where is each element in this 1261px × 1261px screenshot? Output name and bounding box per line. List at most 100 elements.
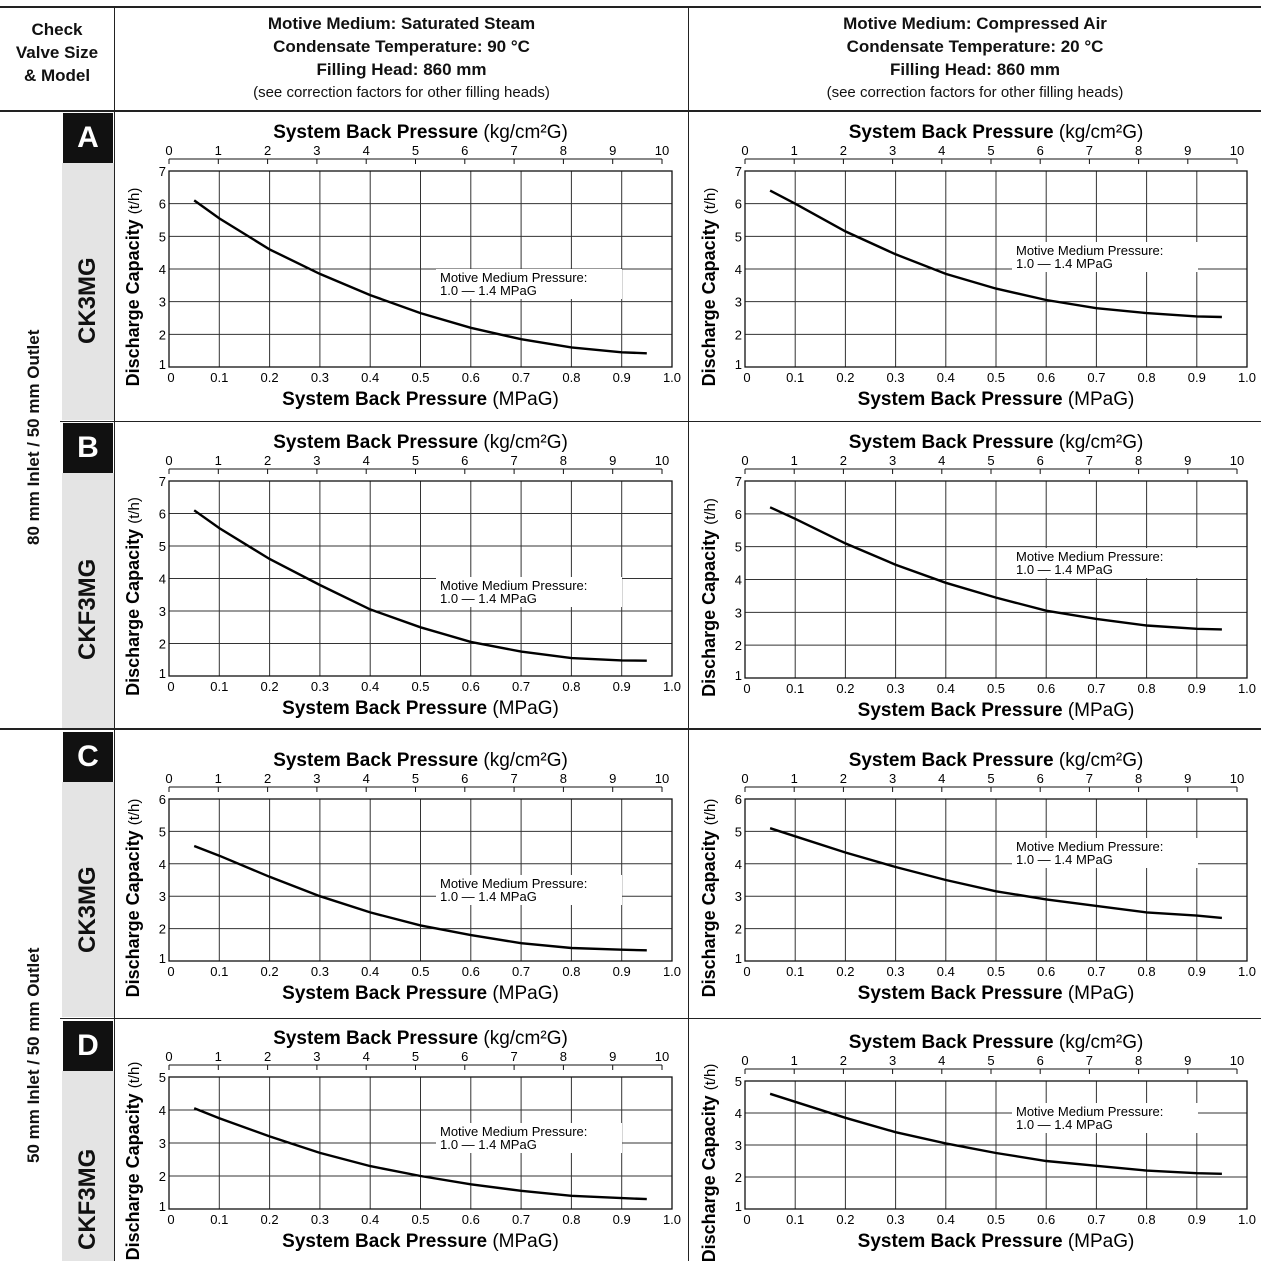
header-bottom-border xyxy=(0,110,1261,112)
A-air-plot-frame xyxy=(744,170,1248,368)
C-air-x-axis-title: System Back Pressure (MPaG) xyxy=(858,983,1135,1004)
air-header-line-2: Condensate Temperature: 20 °C xyxy=(846,37,1104,56)
C-steam-y-tick: 2 xyxy=(159,922,166,937)
D-air-x-axis-title: System Back Pressure (MPaG) xyxy=(858,1231,1135,1252)
B-air-annotation-line2: 1.0 — 1.4 MPaG xyxy=(1016,562,1113,577)
C-air-y-tick: 3 xyxy=(735,889,742,904)
A-air-top-tick: 3 xyxy=(889,143,896,158)
air-header-line-3: Filling Head: 860 mm xyxy=(889,60,1061,79)
A-air-x-tick: 0.9 xyxy=(1188,370,1206,385)
B-air-x-tick: 0.2 xyxy=(836,681,854,696)
D-steam-y-tick: 4 xyxy=(159,1103,166,1118)
air-column-header: Motive Medium: Compressed Air Condensate… xyxy=(689,12,1261,104)
D-air-top-tick: 3 xyxy=(889,1053,896,1068)
check-valve-line-2: Valve Size xyxy=(15,43,99,62)
A-steam-top-axis-title: System Back Pressure (kg/cm²G) xyxy=(273,122,568,143)
D-air-y-axis-title: Discharge Capacity (t/h) xyxy=(699,1064,719,1261)
D-air-x-tick: 0.8 xyxy=(1138,1212,1156,1227)
A-steam-top-tick: 8 xyxy=(560,143,567,158)
D-air-x-tick: 0.7 xyxy=(1087,1212,1105,1227)
A-steam-top-tick: 9 xyxy=(609,143,616,158)
C-steam-x-tick: 0.7 xyxy=(512,964,530,979)
C-steam-x-tick: 0.3 xyxy=(311,964,329,979)
C-air-x-tick: 0.7 xyxy=(1087,964,1105,979)
steam-header-line-2: Condensate Temperature: 90 °C xyxy=(273,37,530,56)
C-air-y-tick: 4 xyxy=(735,857,742,872)
B-air-top-tick: 4 xyxy=(938,453,945,468)
B-air-y-tick: 4 xyxy=(735,573,742,588)
A-air-top-tick: 1 xyxy=(791,143,798,158)
C-steam-x-tick: 0.5 xyxy=(411,964,429,979)
D-steam-plot-frame xyxy=(168,1076,673,1210)
A-air-top-tick: 5 xyxy=(987,143,994,158)
D-steam-x-tick: 0.9 xyxy=(613,1212,631,1227)
B-steam-x-tick: 0 xyxy=(167,679,174,694)
B-air-y-tick: 7 xyxy=(735,474,742,489)
D-air-y-tick: 3 xyxy=(735,1138,742,1153)
C-air-annotation-line1: Motive Medium Pressure: xyxy=(1016,839,1163,854)
D-steam-annotation-bg xyxy=(436,1123,622,1153)
A-air-top-tick: 9 xyxy=(1184,143,1191,158)
A-steam-y-tick: 3 xyxy=(159,295,166,310)
D-steam-x-tick: 0.8 xyxy=(562,1212,580,1227)
B-steam-y-axis-title: Discharge Capacity (t/h) xyxy=(123,497,143,696)
C-air-y-tick: 5 xyxy=(735,824,742,839)
B-air-x-tick: 1.0 xyxy=(1238,681,1256,696)
C-air-top-tick: 3 xyxy=(889,771,896,786)
row-d-badge: D xyxy=(63,1021,113,1071)
D-steam-x-axis-title: System Back Pressure (MPaG) xyxy=(282,1231,559,1252)
B-air-top-tick: 7 xyxy=(1086,453,1093,468)
B-steam-top-tick: 9 xyxy=(609,453,616,468)
D-air-top-tick: 7 xyxy=(1086,1053,1093,1068)
D-steam-top-tick: 0 xyxy=(165,1049,172,1064)
C-steam-top-tick: 2 xyxy=(264,771,271,786)
A-steam-x-axis-title: System Back Pressure (MPaG) xyxy=(282,389,559,410)
D-air-x-tick: 0.9 xyxy=(1188,1212,1206,1227)
C-steam-top-tick: 5 xyxy=(412,771,419,786)
D-steam-x-tick: 0.1 xyxy=(210,1212,228,1227)
C-air-x-tick: 0 xyxy=(743,964,750,979)
D-air-top-tick: 2 xyxy=(840,1053,847,1068)
B-air-y-axis-title: Discharge Capacity (t/h) xyxy=(699,498,719,697)
D-air-annotation-line2: 1.0 — 1.4 MPaG xyxy=(1016,1117,1113,1132)
B-air-top-tick: 1 xyxy=(791,453,798,468)
C-steam-curve xyxy=(193,844,647,952)
A-air-x-tick: 0.4 xyxy=(937,370,955,385)
B-air-top-tick: 0 xyxy=(741,453,748,468)
D-air-y-tick: 4 xyxy=(735,1106,742,1121)
C-air-top-tick: 2 xyxy=(840,771,847,786)
B-steam-x-tick: 1.0 xyxy=(663,679,681,694)
D-steam-y-tick: 5 xyxy=(159,1070,166,1085)
B-air-x-tick: 0.6 xyxy=(1037,681,1055,696)
row-b-gray-panel xyxy=(62,473,114,728)
B-steam-annotation-bg xyxy=(436,577,622,607)
D-air-top-axis-title: System Back Pressure (kg/cm²G) xyxy=(849,1032,1144,1053)
C-steam-y-tick: 3 xyxy=(159,889,166,904)
C-steam-top-tick: 7 xyxy=(510,771,517,786)
D-air-top-tick: 4 xyxy=(938,1053,945,1068)
C-steam-x-tick: 1.0 xyxy=(663,964,681,979)
C-air-top-tick: 6 xyxy=(1037,771,1044,786)
A-air-y-tick: 3 xyxy=(735,295,742,310)
C-air-x-tick: 0.9 xyxy=(1188,964,1206,979)
B-air-curve xyxy=(769,506,1222,631)
A-air-x-tick: 0.2 xyxy=(836,370,854,385)
air-header-note: (see correction factors for other fillin… xyxy=(826,84,1124,101)
B-steam-y-tick: 1 xyxy=(159,666,166,681)
A-air-top-axis-title: System Back Pressure (kg/cm²G) xyxy=(849,122,1144,143)
C-steam-x-tick: 0 xyxy=(167,964,174,979)
A-air-top-tick: 6 xyxy=(1037,143,1044,158)
B-air-top-tick: 3 xyxy=(889,453,896,468)
B-steam-y-tick: 5 xyxy=(159,539,166,554)
check-valve-header: Check Valve Size & Model xyxy=(0,18,114,87)
D-air-y-tick: 2 xyxy=(735,1170,742,1185)
B-steam-plot-frame xyxy=(168,480,673,677)
row-c-badge: C xyxy=(63,732,113,782)
A-air-x-tick: 0.6 xyxy=(1037,370,1055,385)
A-steam-y-tick: 6 xyxy=(159,197,166,212)
A-steam-x-tick: 0.8 xyxy=(562,370,580,385)
D-air-x-tick: 0.6 xyxy=(1037,1212,1055,1227)
A-steam-x-tick: 0.5 xyxy=(411,370,429,385)
D-steam-y-tick: 2 xyxy=(159,1169,166,1184)
C-steam-y-tick: 4 xyxy=(159,857,166,872)
